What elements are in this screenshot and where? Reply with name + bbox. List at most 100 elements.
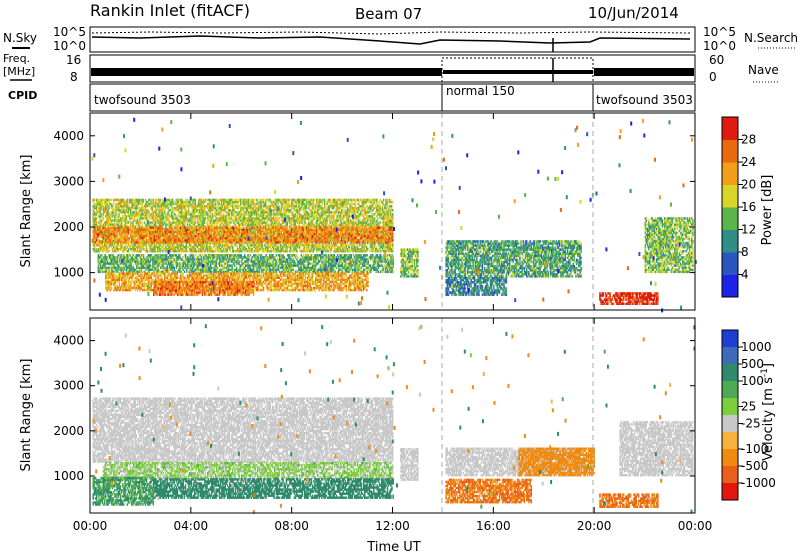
range-cell — [124, 213, 126, 216]
range-cell — [106, 202, 108, 206]
range-cell — [99, 250, 101, 253]
range-cell — [124, 200, 126, 204]
range-cell — [132, 221, 134, 224]
range-cell — [241, 248, 243, 251]
range-cell — [106, 219, 108, 222]
range-cell — [177, 204, 180, 208]
range-cell — [182, 215, 184, 218]
range-cell — [201, 243, 203, 247]
range-cell — [221, 223, 224, 226]
range-cell — [115, 248, 117, 251]
range-cell — [154, 213, 157, 216]
range-cell — [191, 213, 193, 216]
range-cell — [201, 211, 203, 214]
range-cell — [98, 204, 100, 208]
range-cell — [117, 209, 119, 212]
range-cell — [235, 243, 237, 247]
range-cell — [217, 202, 219, 206]
range-cell — [232, 248, 234, 251]
range-cell — [123, 250, 125, 253]
range-cell — [159, 204, 161, 208]
range-cell — [217, 217, 219, 220]
range-cell — [219, 211, 222, 214]
range-cell — [100, 221, 102, 224]
range-cell — [94, 221, 97, 224]
range-cell — [243, 250, 245, 253]
range-cell — [221, 243, 224, 247]
range-cell — [119, 217, 122, 220]
range-cell — [208, 219, 210, 222]
range-cell — [118, 213, 121, 216]
range-cell — [142, 206, 144, 210]
range-cell — [110, 245, 113, 249]
range-cell — [223, 243, 225, 247]
range-cell — [195, 204, 198, 208]
range-cell — [123, 200, 125, 204]
range-cell — [211, 209, 214, 212]
range-cell — [245, 248, 248, 251]
range-cell — [190, 213, 192, 216]
range-cell — [246, 219, 249, 222]
range-cell — [184, 221, 186, 224]
range-cell — [162, 245, 165, 249]
range-cell — [126, 221, 129, 224]
range-cell — [193, 202, 195, 206]
range-cell — [105, 215, 107, 218]
range-cell — [203, 219, 206, 222]
range-cell — [122, 209, 124, 212]
range-cell — [241, 213, 243, 216]
range-cell — [225, 221, 227, 224]
range-cell — [221, 202, 224, 206]
range-cell — [211, 206, 214, 210]
range-cell — [209, 204, 211, 208]
range-cell — [176, 219, 178, 222]
range-cell — [181, 248, 183, 251]
range-cell — [237, 200, 240, 204]
range-cell — [158, 245, 160, 249]
range-cell — [122, 248, 124, 251]
range-cell — [140, 221, 142, 224]
range-cell — [92, 223, 94, 226]
range-cell — [226, 198, 228, 202]
range-cell — [139, 213, 141, 216]
range-cell — [151, 209, 153, 212]
range-cell — [187, 211, 190, 214]
range-cell — [116, 198, 118, 202]
range-cell — [207, 213, 209, 216]
range-cell — [177, 219, 180, 222]
range-cell — [234, 223, 236, 226]
range-cell — [192, 200, 194, 204]
range-cell — [177, 245, 180, 249]
range-cell — [160, 248, 163, 251]
range-cell — [120, 241, 123, 245]
range-cell — [145, 217, 148, 220]
range-cell — [184, 248, 186, 251]
range-cell — [168, 198, 170, 202]
range-cell — [191, 219, 193, 222]
range-cell — [198, 221, 200, 224]
range-cell — [213, 250, 216, 253]
range-cell — [139, 248, 141, 251]
range-cell — [194, 200, 197, 204]
range-cell — [212, 243, 215, 247]
range-cell — [145, 200, 148, 204]
range-cell — [106, 198, 108, 202]
range-cell — [238, 223, 241, 226]
range-cell — [236, 245, 239, 249]
range-cell — [179, 204, 182, 208]
range-cell — [95, 217, 98, 220]
range-cell — [139, 217, 141, 220]
range-cell — [386, 198, 388, 202]
range-cell — [126, 241, 129, 245]
range-cell — [141, 213, 143, 216]
range-cell — [99, 245, 101, 249]
range-cell — [226, 245, 228, 249]
range-cell — [154, 217, 157, 220]
range-cell — [153, 215, 156, 218]
range-cell — [105, 223, 107, 226]
range-cell — [137, 243, 140, 247]
range-cell — [190, 215, 192, 218]
range-cell — [224, 209, 226, 212]
range-cell — [198, 202, 200, 206]
range-cell — [151, 206, 153, 210]
